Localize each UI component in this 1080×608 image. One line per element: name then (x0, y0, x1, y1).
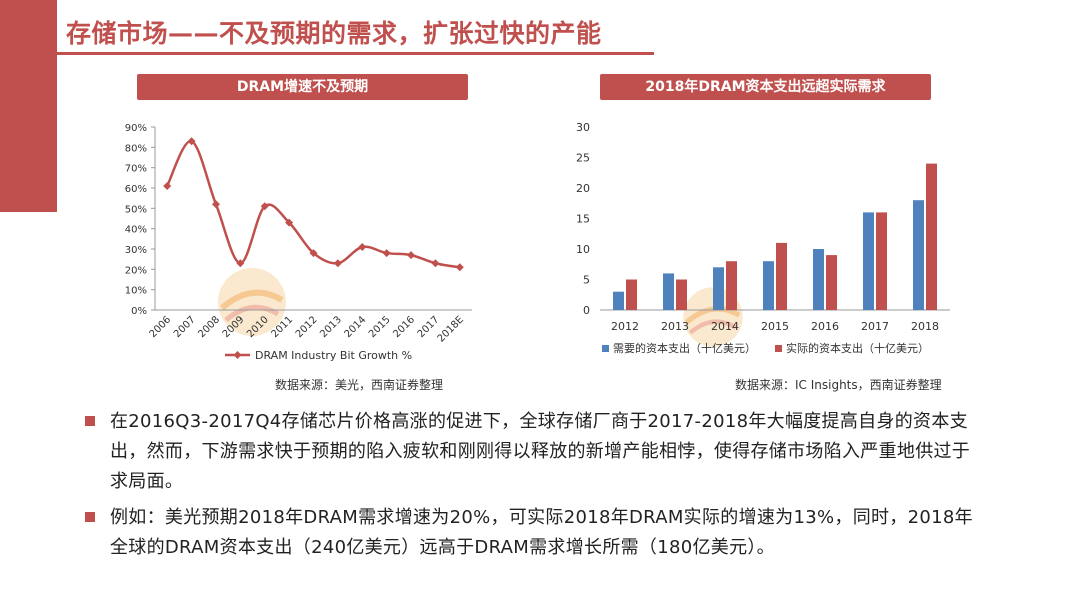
x-tick-label: 2013 (661, 320, 689, 333)
x-tick-label: 2009 (221, 314, 247, 340)
x-tick-label: 2016 (811, 320, 839, 333)
data-point (455, 263, 464, 272)
data-point (236, 259, 245, 268)
bar-needed (763, 261, 774, 310)
bullet-text: 例如：美光预期2018年DRAM需求增速为20%，可实际2018年DRAM实际的… (110, 507, 973, 558)
bullet-text: 在2016Q3-2017Q4存储芯片价格高涨的促进下，全球存储厂商于2017-2… (110, 411, 971, 492)
x-tick-label: 2018E (436, 314, 466, 344)
bar-actual (826, 255, 837, 310)
bar-actual (776, 242, 787, 310)
x-tick-label: 2014 (343, 314, 369, 340)
data-point (309, 249, 318, 258)
y-tick-label: 5 (583, 274, 590, 287)
chart2-banner: 2018年DRAM资本支出远超实际需求 (600, 74, 931, 100)
title-underline (57, 52, 654, 55)
bar-needed (913, 200, 924, 310)
left-accent-bar (0, 0, 57, 212)
chart2-source: 数据来源：IC Insights，西南证券整理 (735, 378, 942, 392)
y-tick-label: 70% (125, 164, 147, 175)
x-tick-label: 2011 (269, 314, 295, 340)
legend-swatch-needed (602, 345, 609, 352)
legend-swatch-actual (775, 345, 782, 352)
bullet-item: 在2016Q3-2017Q4存储芯片价格高涨的促进下，全球存储厂商于2017-2… (85, 407, 985, 497)
bar-actual (926, 163, 937, 310)
bar-actual (626, 279, 637, 310)
y-tick-label: 0% (131, 306, 147, 317)
x-tick-label: 2012 (611, 320, 639, 333)
y-tick-label: 40% (125, 225, 147, 236)
y-tick-label: 0 (583, 304, 590, 317)
y-tick-label: 90% (125, 123, 147, 134)
y-tick-label: 80% (125, 143, 147, 154)
x-tick-label: 2008 (196, 314, 222, 340)
data-point (187, 137, 196, 146)
bar-needed (713, 267, 724, 310)
y-tick-label: 30% (125, 245, 147, 256)
data-point (382, 249, 391, 258)
bullet-square-icon (85, 416, 95, 426)
bar-needed (813, 249, 824, 310)
data-point (260, 202, 269, 211)
x-tick-label: 2018 (911, 320, 939, 333)
data-point (163, 181, 172, 190)
bar-needed (613, 291, 624, 310)
y-tick-label: 20% (125, 265, 147, 276)
data-point (333, 259, 342, 268)
x-tick-label: 2016 (391, 314, 417, 340)
bar-actual (876, 212, 887, 310)
data-point (407, 251, 416, 260)
legend-label: DRAM Industry Bit Growth % (255, 349, 412, 362)
watermark-logo (218, 268, 286, 336)
legend-label-needed: 需要的资本支出（十亿美元） (613, 341, 756, 355)
bullet-square-icon (85, 512, 95, 522)
x-tick-label: 2012 (294, 314, 320, 340)
bullet-item: 例如：美光预期2018年DRAM需求增速为20%，可实际2018年DRAM实际的… (85, 503, 985, 563)
page-title: 存储市场——不及预期的需求，扩张过快的产能 (66, 19, 602, 48)
y-tick-label: 25 (576, 152, 590, 165)
data-point (211, 200, 220, 209)
data-point (431, 259, 440, 268)
capex-bar-chart: 0 5 10 15 20 25 30 2012 2013 2014 2015 2016 2017 201… (576, 121, 950, 355)
bullet-list: 在2016Q3-2017Q4存储芯片价格高涨的促进下，全球存储厂商于2017-2… (85, 407, 985, 569)
x-tick-label: 2010 (245, 314, 271, 340)
x-tick-label: 2014 (711, 320, 739, 333)
x-tick-label: 2013 (318, 314, 344, 340)
x-tick-label: 2015 (367, 314, 393, 340)
y-tick-label: 30 (576, 121, 590, 134)
bar-needed (663, 273, 674, 310)
bar-actual (726, 261, 737, 310)
dram-growth-line-chart: 0%10%20%30%40%50%60%70%80%90% 2006200720… (125, 123, 472, 362)
legend-label-actual: 实际的资本支出（十亿美元） (786, 341, 929, 355)
y-tick-label: 15 (576, 213, 590, 226)
y-tick-label: 50% (125, 204, 147, 215)
data-point (358, 242, 367, 251)
y-tick-label: 20 (576, 182, 590, 195)
y-tick-label: 10 (576, 243, 590, 256)
bar-actual (676, 279, 687, 310)
legend: 需要的资本支出（十亿美元） 实际的资本支出（十亿美元） (602, 341, 929, 355)
x-tick-label: 2006 (148, 314, 174, 340)
series-line (166, 140, 461, 269)
x-tick-label: 2015 (761, 320, 789, 333)
x-tick-label: 2017 (861, 320, 889, 333)
chart1-banner: DRAM增速不及预期 (137, 74, 468, 100)
y-tick-label: 10% (125, 286, 147, 297)
legend: DRAM Industry Bit Growth % (225, 349, 412, 362)
chart1-source: 数据来源：美光，西南证券整理 (275, 378, 444, 392)
x-tick-label: 2007 (172, 314, 198, 340)
y-tick-label: 60% (125, 184, 147, 195)
bar-needed (863, 212, 874, 310)
data-point (285, 218, 294, 227)
